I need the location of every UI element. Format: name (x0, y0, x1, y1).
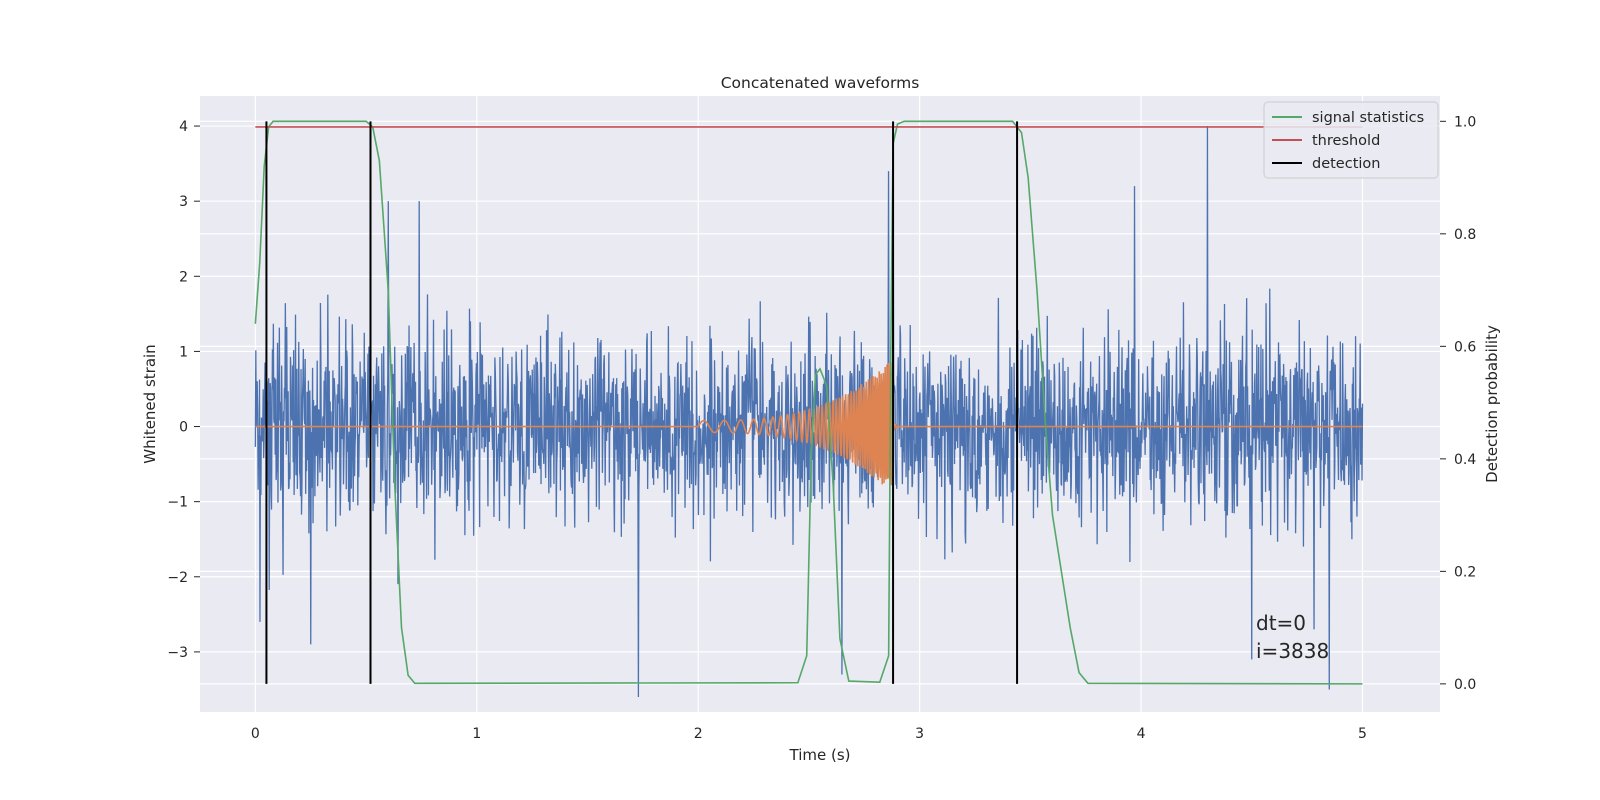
legend-label: threshold (1312, 133, 1380, 149)
y2-tick-label: 0.4 (1454, 452, 1476, 468)
strain-series-line (254, 126, 1364, 697)
x-tick-label: 1 (472, 726, 481, 742)
y2-tick-label: 0.0 (1454, 677, 1476, 693)
y-tick-label: 1 (179, 344, 188, 360)
y2-tick-label: 0.8 (1454, 227, 1476, 243)
x-tick-label: 0 (251, 726, 260, 742)
series-layer (254, 120, 1364, 697)
x-tick-label: 5 (1358, 726, 1367, 742)
y-tick-label: −2 (167, 570, 188, 586)
x-tick-label: 3 (915, 726, 924, 742)
x-axis-label: Time (s) (789, 746, 851, 764)
y-tick-label: 4 (179, 119, 188, 135)
signal-statistics-line (254, 120, 1363, 685)
chart-title: Concatenated waveforms (721, 74, 920, 92)
y-axis-label: Whitened strain (141, 344, 159, 463)
y2-tick-label: 0.2 (1454, 564, 1476, 580)
y-tick-label: 0 (179, 420, 188, 436)
x-tick-label: 2 (694, 726, 703, 742)
legend-label: detection (1312, 156, 1380, 172)
y2-tick-label: 1.0 (1454, 114, 1476, 130)
y-tick-label: 3 (179, 194, 188, 210)
y-tick-label: −3 (167, 645, 188, 661)
legend: signal statistics threshold detection (1263, 101, 1439, 179)
y2-tick-label: 0.6 (1454, 339, 1476, 355)
waveform-series-line (255, 361, 1363, 486)
legend-box (1263, 101, 1439, 179)
y2-axis-label: Detection probability (1483, 325, 1501, 483)
annotation-dt: dt=0 (1256, 611, 1306, 635)
annotation-index: i=3838 (1256, 639, 1329, 663)
x-tick-label: 4 (1137, 726, 1146, 742)
y-tick-label: −1 (167, 495, 188, 511)
axes-layer: 0 1 2 3 4 5 −3 −2 −1 0 1 2 3 4 0.0 0.2 0.4 0.6 0.8 1.0 (167, 114, 1476, 742)
y-tick-label: 2 (179, 269, 188, 285)
legend-label: signal statistics (1312, 110, 1424, 126)
